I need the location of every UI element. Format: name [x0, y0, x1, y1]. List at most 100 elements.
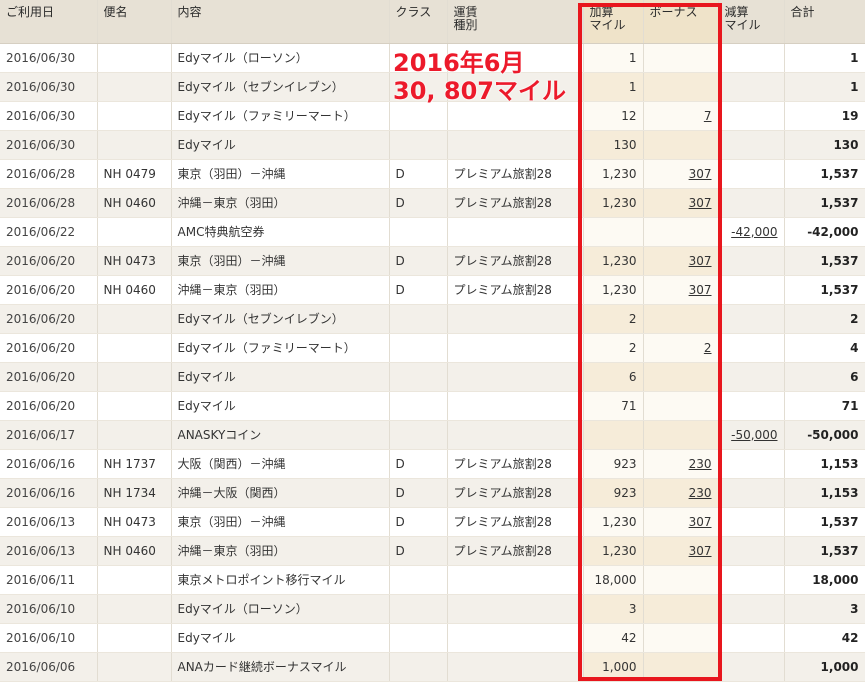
cell-fare-type: プレミアム旅割28: [447, 275, 584, 305]
cell-bonus: [643, 391, 719, 421]
cell-fare-type: [447, 217, 584, 247]
cell-bonus[interactable]: 307: [643, 275, 719, 305]
cell-content: Edyマイル（ファミリーマート）: [171, 333, 390, 363]
cell-fare-type: プレミアム旅割28: [447, 449, 584, 479]
cell-date: 2016/06/17: [0, 420, 98, 450]
cell-flight: NH 0479: [97, 159, 172, 189]
cell-total: 1,153: [784, 478, 865, 508]
cell-bonus-text[interactable]: 307: [688, 282, 712, 297]
cell-content: 東京（羽田）－沖縄: [171, 159, 390, 189]
cell-total: 1,537: [784, 275, 865, 305]
cell-bonus[interactable]: 230: [643, 478, 719, 508]
cell-bonus[interactable]: 230: [643, 449, 719, 479]
cell-bonus-text[interactable]: 230: [688, 485, 712, 500]
cell-total: 1,537: [784, 246, 865, 276]
cell-flight: [97, 333, 172, 363]
cell-fare-type: [447, 333, 584, 363]
cell-sub-miles[interactable]: -50,000: [718, 420, 785, 450]
cell-add-miles: 6: [583, 362, 644, 392]
table-row: 2016/06/22 AMC特典航空券 -42,000 -42,000: [0, 217, 865, 247]
cell-flight: NH 0473: [97, 507, 172, 537]
cell-content-text: AMC特典航空券: [177, 225, 265, 239]
cell-sub-miles[interactable]: -42,000: [718, 217, 785, 247]
cell-date: 2016/06/20: [0, 246, 98, 276]
cell-content: Edyマイル（セブンイレブン）: [171, 304, 390, 334]
cell-flight: [97, 391, 172, 421]
cell-flight: [97, 72, 172, 102]
cell-fare-type: [447, 101, 584, 131]
cell-content-text: Edyマイル（ファミリーマート）: [177, 341, 356, 355]
cell-add-miles: 2: [583, 333, 644, 363]
cell-sub-miles-text[interactable]: -50,000: [731, 427, 778, 442]
cell-bonus[interactable]: 307: [643, 507, 719, 537]
cell-date-text: 2016/06/30: [6, 137, 76, 152]
cell-bonus[interactable]: 7: [643, 101, 719, 131]
cell-class-text: D: [395, 253, 405, 268]
cell-date-text: 2016/06/20: [6, 398, 76, 413]
cell-flight: [97, 43, 172, 73]
cell-fare-type: [447, 43, 584, 73]
cell-fare-type-text: プレミアム旅割28: [453, 254, 552, 268]
cell-flight: [97, 420, 172, 450]
cell-add-miles: 923: [583, 449, 644, 479]
cell-class-text: D: [395, 195, 405, 210]
annotation-miles: 30, 807マイル: [393, 77, 566, 105]
table-row: 2016/06/28 NH 0460 沖縄－東京（羽田） D プレミアム旅割28 1,23…: [0, 188, 865, 218]
cell-total-text: 71: [841, 398, 859, 413]
cell-add-miles: 12: [583, 101, 644, 131]
cell-sub-miles-text[interactable]: -42,000: [731, 224, 778, 239]
cell-bonus[interactable]: 307: [643, 246, 719, 276]
cell-bonus[interactable]: 307: [643, 188, 719, 218]
cell-content: Edyマイル: [171, 623, 390, 653]
cell-bonus-text[interactable]: 7: [703, 108, 712, 123]
cell-total-text: 1,537: [820, 253, 859, 268]
cell-class: D: [389, 507, 448, 537]
cell-class: D: [389, 159, 448, 189]
cell-bonus[interactable]: 307: [643, 536, 719, 566]
cell-bonus-text[interactable]: 307: [688, 195, 712, 210]
cell-bonus[interactable]: 307: [643, 159, 719, 189]
cell-class: [389, 130, 448, 160]
table-row: 2016/06/30 Edyマイル 130 130: [0, 130, 865, 160]
cell-flight: [97, 101, 172, 131]
cell-bonus-text[interactable]: 307: [688, 166, 712, 181]
cell-add-miles-text: 923: [613, 485, 637, 500]
cell-date: 2016/06/22: [0, 217, 98, 247]
cell-add-miles-text: 1,230: [602, 253, 637, 268]
cell-total: 18,000: [784, 565, 865, 595]
cell-sub-miles: [718, 246, 785, 276]
cell-date: 2016/06/13: [0, 536, 98, 566]
cell-flight: [97, 623, 172, 653]
cell-date-text: 2016/06/16: [6, 456, 76, 471]
cell-bonus-text[interactable]: 230: [688, 456, 712, 471]
cell-content-text: Edyマイル: [177, 631, 236, 645]
cell-add-miles: [583, 217, 644, 247]
cell-fare-type: [447, 304, 584, 334]
cell-bonus-text[interactable]: 307: [688, 514, 712, 529]
cell-class-text: D: [395, 166, 405, 181]
cell-bonus-text[interactable]: 2: [703, 340, 712, 355]
cell-add-miles: 130: [583, 130, 644, 160]
cell-bonus[interactable]: 2: [643, 333, 719, 363]
table-row: 2016/06/30 Edyマイル（セブンイレブン） 1 1: [0, 72, 865, 102]
cell-add-miles: 2: [583, 304, 644, 334]
cell-flight: [97, 130, 172, 160]
cell-bonus: [643, 652, 719, 682]
cell-total-text: -42,000: [807, 224, 859, 239]
table-row: 2016/06/13 NH 0460 沖縄－東京（羽田） D プレミアム旅割28 1,23…: [0, 536, 865, 566]
cell-total-text: 6: [850, 369, 859, 384]
cell-class: D: [389, 246, 448, 276]
cell-bonus-text[interactable]: 307: [688, 543, 712, 558]
cell-class: [389, 391, 448, 421]
cell-content: Edyマイル（ファミリーマート）: [171, 101, 390, 131]
cell-fare-type: [447, 420, 584, 450]
cell-flight-text: NH 1734: [103, 485, 156, 500]
cell-date: 2016/06/16: [0, 478, 98, 508]
cell-add-miles-text: 1: [628, 79, 637, 94]
cell-bonus-text[interactable]: 307: [688, 253, 712, 268]
cell-class: [389, 420, 448, 450]
cell-sub-miles: [718, 478, 785, 508]
cell-total-text: 19: [841, 108, 859, 123]
cell-content-text: 沖縄－東京（羽田）: [177, 544, 286, 558]
